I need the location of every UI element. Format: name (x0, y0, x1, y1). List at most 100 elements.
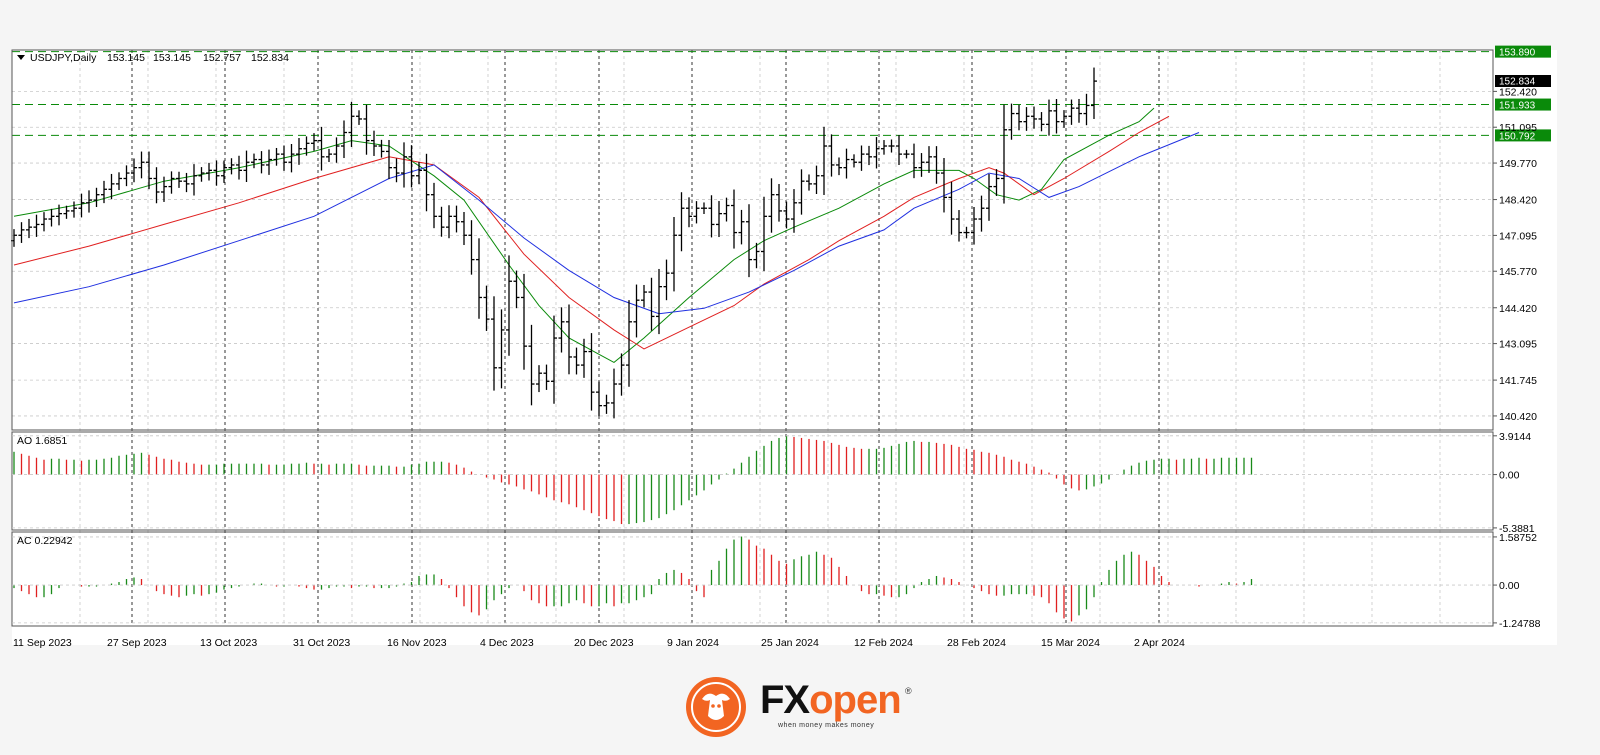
ohlc-bar (86, 190, 92, 213)
ohlc-bar (603, 394, 610, 414)
ohlc-bar (251, 153, 257, 169)
ohlc-bar (161, 176, 167, 202)
ohlc-bar (1053, 99, 1060, 134)
ohlc-bar (273, 147, 280, 166)
indicator-tick-label: 0.00 (1499, 580, 1520, 592)
price-tick-label: 140.420 (1499, 411, 1537, 423)
ohlc-bar (798, 169, 805, 215)
ohlc-bar (1046, 99, 1052, 136)
ohlc-bar (18, 222, 25, 243)
price-tick-label: 141.745 (1499, 375, 1537, 387)
usdjpy-daily-chart: 153.890 151.933 150.792 152.420 151.095 149.… (11, 45, 1551, 649)
indicator-tick-label: 0.00 (1499, 470, 1520, 482)
price-tick-label: 152.420 (1499, 86, 1537, 98)
ohlc-bar (986, 173, 992, 221)
ohlc-bar (461, 211, 467, 246)
ohlc-bar (1008, 103, 1015, 140)
chart-window: 153.890 151.933 150.792 152.420 151.095 149.… (11, 45, 1551, 649)
ohlc-bar (926, 146, 932, 173)
ohlc-bar (48, 208, 55, 227)
ohlc-bar (371, 130, 377, 156)
ohlc-bar (881, 140, 887, 155)
ohlc-bar (588, 333, 595, 411)
ohlc-high: 153.145 (153, 52, 191, 64)
ohlc-bar (933, 146, 940, 184)
ohlc-bar (596, 381, 602, 417)
ohlc-bar (693, 201, 700, 224)
ohlc-bar (1023, 107, 1030, 131)
date-tick-label: 27 Sep 2023 (107, 637, 167, 649)
ohlc-bar (341, 120, 347, 159)
fxopen-logo (686, 677, 746, 737)
current-price-tag (1495, 75, 1551, 87)
ohlc-bar (1016, 104, 1022, 131)
ohlc-bar (1068, 99, 1075, 125)
ohlc-bar (941, 158, 947, 213)
ohlc-bar (768, 178, 775, 233)
dropdown-triangle-icon[interactable] (17, 55, 25, 60)
ohlc-bar (513, 270, 520, 309)
ohlc-bar (221, 160, 227, 183)
ohlc-bar (543, 364, 550, 390)
ohlc-bar (146, 151, 152, 190)
main-pane-border (11, 49, 1494, 431)
date-tick-label: 11 Sep 2023 (13, 637, 72, 649)
ohlc-bar (866, 145, 872, 166)
ohlc-open: 153.145 (107, 52, 145, 64)
registered-mark: ® (905, 686, 912, 696)
ohlc-bar (536, 365, 542, 393)
date-tick-label: 13 Oct 2023 (200, 637, 257, 649)
current-price-label: 152.834 (1499, 77, 1536, 88)
ohlc-bar (776, 184, 782, 222)
ohlc-bar (1031, 106, 1037, 129)
ohlc-bar (633, 284, 640, 338)
ohlc-bar (243, 150, 250, 182)
price-tick-label: 151.095 (1499, 122, 1537, 134)
ohlc-bar (1076, 98, 1082, 123)
ohlc-bar (528, 324, 535, 406)
ohlc-bar (63, 205, 70, 219)
ohlc-bar (611, 368, 617, 419)
ohlc-bar (738, 209, 745, 245)
price-tick-label: 144.420 (1499, 303, 1537, 315)
ac-pane-border (11, 531, 1494, 627)
ohlc-bar (558, 307, 565, 353)
ohlc-bar (491, 296, 497, 391)
ohlc-bar (453, 205, 460, 233)
ohlc-bar (116, 172, 122, 191)
ohlc-bar (1083, 93, 1090, 126)
ohlc-bar (911, 143, 917, 179)
ohlc-bar (626, 300, 632, 387)
level-price-label: 150.792 (1499, 131, 1536, 142)
brand-tagline: when money makes money (778, 722, 875, 729)
ohlc-bar (858, 145, 865, 171)
ohlc-bar (401, 142, 407, 188)
ohlc-bar (303, 136, 310, 156)
ohlc-bar (971, 207, 977, 245)
ohlc-bar (641, 284, 647, 308)
ohlc-bar (236, 155, 242, 180)
ohlc-bar (821, 126, 827, 195)
ac-axis: 1.58752 0.00 -1.24788 (12, 532, 1541, 630)
ac-histogram (13, 536, 1253, 622)
ohlc-bar (378, 139, 385, 158)
level-price-tag (1495, 45, 1551, 58)
price-tick-label: 143.095 (1499, 339, 1537, 351)
date-tick-label: 16 Nov 2023 (387, 637, 447, 649)
ohlc-bar (386, 139, 392, 180)
ohlc-bar (258, 151, 265, 174)
ohlc-bar (93, 187, 100, 208)
ohlc-bar (183, 172, 190, 193)
ohlc-bar (678, 192, 685, 252)
instrument-label: USDJPY,Daily (30, 52, 97, 64)
ohlc-bar (41, 212, 47, 232)
ohlc-bar (198, 167, 205, 182)
ao-axis: 3.9144 0.00 -5.3881 (12, 431, 1535, 535)
ohlc-bar (1061, 110, 1067, 128)
ohlc-bar (356, 110, 362, 125)
date-tick-label: 2 Apr 2024 (1134, 637, 1185, 649)
ohlc-bar (656, 268, 662, 335)
ohlc-bar (746, 204, 752, 278)
level-price-tag (1495, 98, 1551, 111)
ohlc-bar (431, 182, 437, 229)
